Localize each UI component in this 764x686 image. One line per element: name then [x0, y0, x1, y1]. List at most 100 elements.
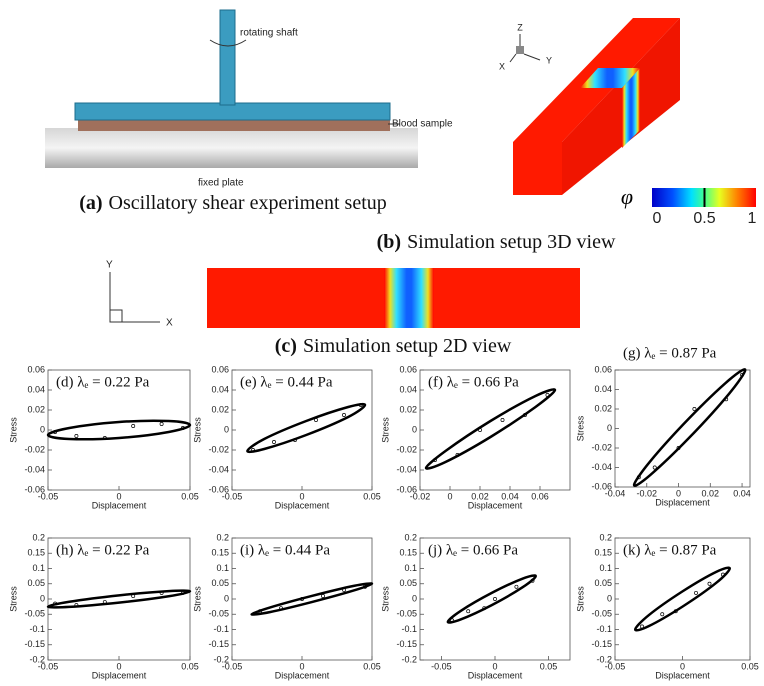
x-tick-label: 0 [680, 661, 685, 671]
fit-ellipse [424, 388, 557, 470]
y-tick-label: -0.06 [591, 481, 612, 491]
y-tick-label: 0.1 [32, 563, 45, 573]
shaft-label: rotating shaft [240, 28, 298, 39]
x-tick-label: 0.05 [181, 491, 199, 501]
x-tick-label: 0.04 [501, 491, 519, 501]
y-tick-label: -0.1 [29, 624, 45, 634]
x-tick-label: 0 [447, 491, 452, 501]
y-tick-label: -0.05 [396, 609, 417, 619]
y-tick-label: -0.15 [208, 639, 229, 649]
y-tick-label: 0.05 [399, 578, 417, 588]
y-axis-label: Stress [380, 417, 390, 443]
caption-a: (a) Oscillatory shear experiment setup [79, 192, 387, 214]
data-point [740, 372, 745, 377]
data-point [342, 413, 346, 417]
y-axis-label: Stress [8, 586, 18, 612]
y-tick-label: -0.06 [396, 484, 417, 494]
x-tick-label: 0.05 [741, 661, 759, 671]
fit-ellipse [633, 566, 732, 632]
x-axis-label: Displacement [275, 500, 330, 510]
y-tick-label: 0.15 [399, 548, 417, 558]
x-axis-label: Displacement [468, 500, 523, 510]
y-tick-label: 0.1 [404, 563, 417, 573]
x-tick-label: 0 [676, 488, 681, 498]
x-tick-label: 0 [299, 491, 304, 501]
y-tick-label: -0.06 [208, 484, 229, 494]
axis-label: Z [517, 22, 523, 32]
y-tick-label: 0.04 [594, 384, 612, 394]
axis-line [509, 53, 517, 63]
data-point [180, 426, 185, 430]
x-tick-label: 0.04 [733, 488, 751, 498]
x-tick-label: -0.05 [38, 661, 59, 671]
y-tick-label: 0.05 [211, 578, 229, 588]
axis-corner [109, 309, 123, 323]
x-tick-label: 0.02 [702, 488, 720, 498]
data-point [466, 609, 471, 614]
y-tick-label: 0 [607, 593, 612, 603]
y-tick-label: 0 [224, 424, 229, 434]
data-point [342, 587, 346, 592]
data-point [455, 453, 460, 457]
data-point [300, 597, 304, 601]
y-tick-label: -0.02 [208, 444, 229, 454]
x-axis-label: Displacement [275, 670, 330, 680]
data-point [314, 418, 318, 422]
fit-ellipse [446, 574, 537, 624]
y-tick-label: 0.04 [211, 384, 229, 394]
data-point [523, 413, 527, 417]
x-tick-label: 0.05 [181, 661, 199, 671]
fit-ellipse [250, 582, 374, 616]
y-tick-label: 0.02 [27, 404, 45, 414]
axis-cube [516, 46, 524, 54]
x-tick-label: -0.05 [222, 491, 243, 501]
y-tick-label: 0 [412, 424, 417, 434]
data-point [676, 446, 681, 450]
data-point [363, 584, 367, 589]
subplot: -0.06 -0.04 -0.02 0 0.02 0.04 0.06 -0.05 0 0.05 Di… [8, 364, 198, 510]
caption-text: Simulation setup 2D view [303, 335, 512, 357]
y-tick-label: -0.06 [24, 484, 45, 494]
x-axis-label: Displacement [92, 500, 147, 510]
axis-label: X [166, 318, 173, 329]
y-tick-label: 0.2 [32, 532, 45, 542]
x-tick-label: -0.02 [637, 488, 658, 498]
plot-frame [614, 369, 751, 488]
data-point [293, 438, 297, 442]
data-point [159, 590, 164, 595]
x-tick-label: -0.05 [605, 661, 626, 671]
subplot: -0.06 -0.04 -0.02 0 0.02 0.04 0.06 -0.05 0 0.05 Di… [192, 364, 380, 510]
data-point [478, 428, 482, 432]
y-axis-label: Stress [192, 417, 202, 443]
y-tick-label: 0.1 [599, 563, 612, 573]
subplot: -0.2 -0.15 -0.1 -0.05 0 0.05 0.1 0.15 0.2 -0.05 0 0… [8, 532, 198, 680]
subplot: -0.2 -0.15 -0.1 -0.05 0 0.05 0.1 0.15 0.2 -0.05 0 0… [380, 532, 571, 680]
x-tick-label: -0.05 [431, 661, 452, 671]
data-point [272, 440, 276, 444]
x-tick-label: 0 [116, 661, 121, 671]
y-tick-label: -0.04 [208, 464, 229, 474]
y-tick-label: 0.02 [399, 404, 417, 414]
caption-letter: (c) [275, 335, 297, 357]
x-tick-label: 0.02 [471, 491, 489, 501]
y-tick-label: 0.06 [594, 364, 612, 374]
y-tick-label: 0 [40, 424, 45, 434]
interface [384, 268, 434, 328]
y-tick-label: -0.2 [596, 654, 612, 664]
data-point [258, 609, 262, 614]
y-tick-label: 0 [40, 593, 45, 603]
y-tick-label: -0.2 [401, 654, 417, 664]
y-tick-label: -0.04 [24, 464, 45, 474]
caption-c: (c) Simulation setup 2D view [275, 335, 512, 357]
subplot: -0.06 -0.04 -0.02 0 0.02 0.04 0.06 -0.02 0 0.02 0.… [380, 364, 571, 510]
x-tick-label: 0 [116, 491, 121, 501]
x-axis-label: Displacement [655, 670, 710, 680]
y-tick-label: 0.06 [399, 364, 417, 374]
data-point [251, 448, 255, 452]
data-point [482, 606, 487, 611]
y-tick-label: -0.05 [208, 609, 229, 619]
fit-ellipse [632, 368, 747, 487]
subplot-title: (j) λₑ = 0.66 Pa [428, 542, 518, 558]
y-axis-label: Stress [192, 586, 202, 612]
